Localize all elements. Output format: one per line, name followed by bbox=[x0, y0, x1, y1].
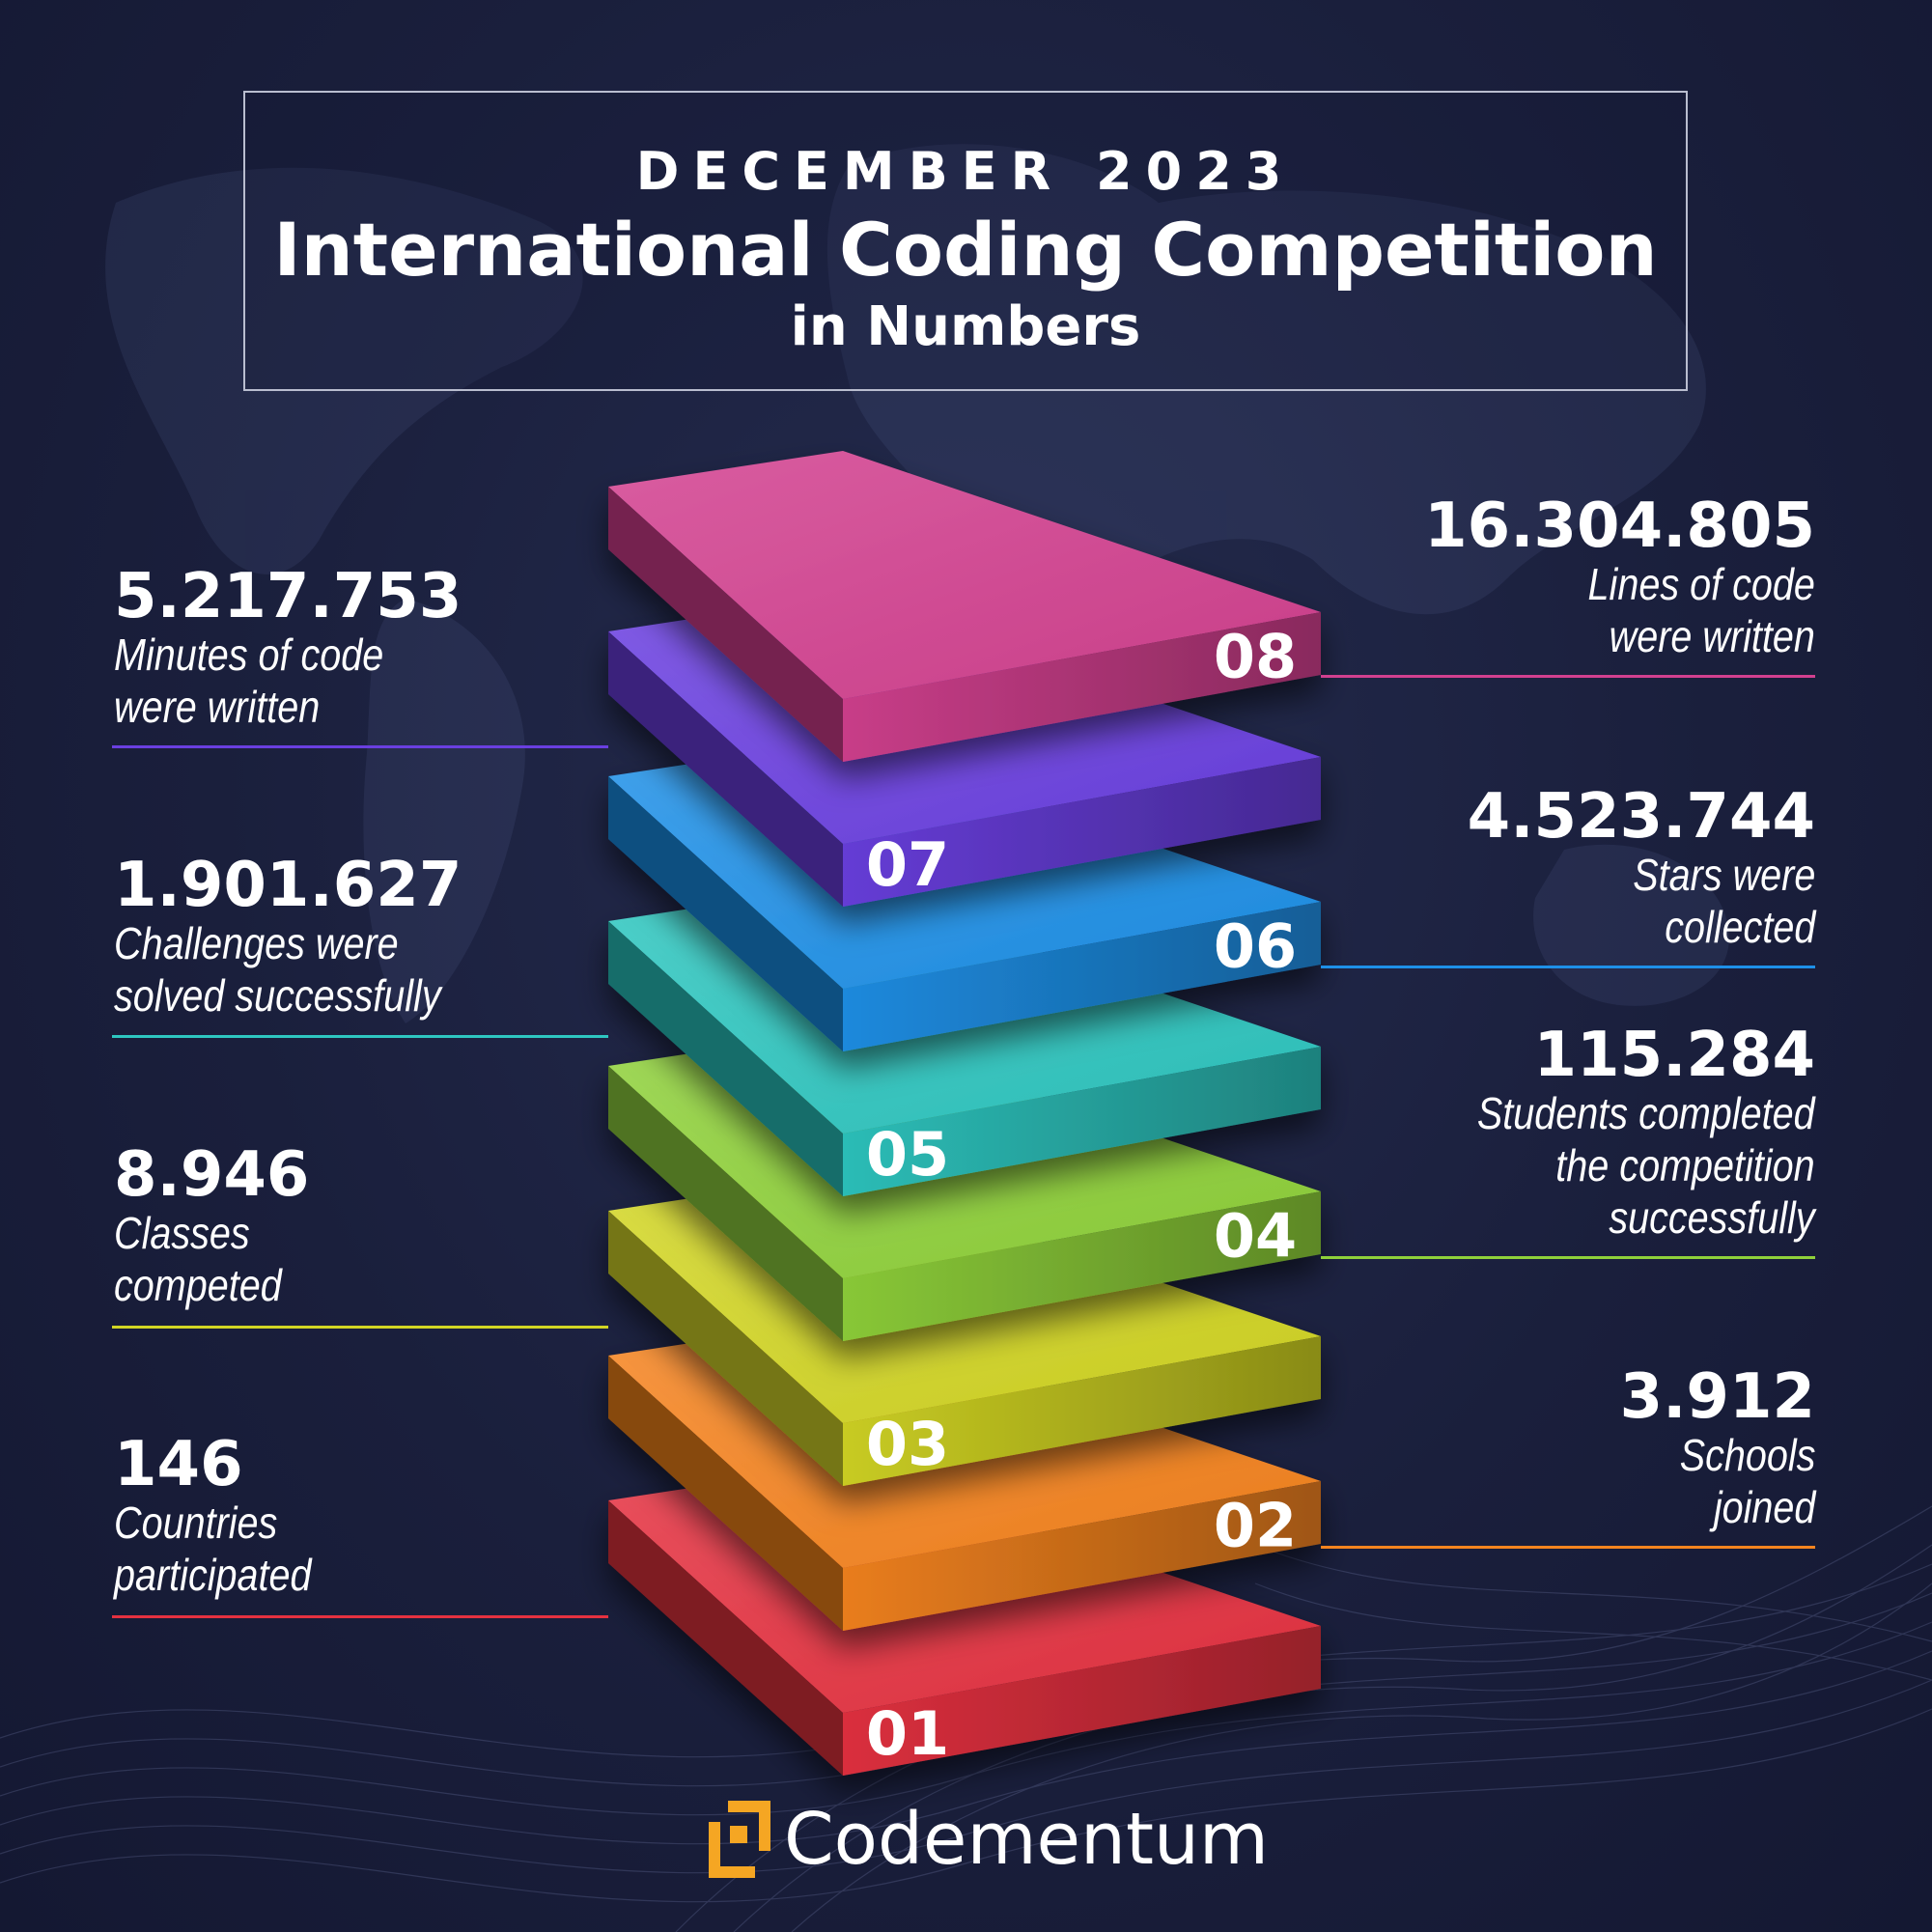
stat-label-line2: collected bbox=[1664, 902, 1815, 952]
layer-left-face bbox=[608, 631, 843, 907]
leader-line-01 bbox=[112, 1615, 608, 1618]
stat-01: 146 Countries participated bbox=[114, 1433, 344, 1601]
stat-label-line3: successfully bbox=[1609, 1192, 1815, 1243]
layer-number-05: 05 bbox=[866, 1119, 949, 1190]
leader-line-03 bbox=[112, 1326, 608, 1329]
layer-number-04: 04 bbox=[1214, 1200, 1297, 1271]
layer-left-face bbox=[608, 1211, 843, 1486]
stat-label-line1: Stars were bbox=[1632, 850, 1815, 900]
stat-value: 115.284 bbox=[1533, 1020, 1816, 1091]
layer-front-face bbox=[843, 1047, 1321, 1196]
stat-05: 1.901.627 Challenges were solved success… bbox=[114, 854, 494, 1022]
leader-line-02 bbox=[1321, 1546, 1815, 1549]
stat-label-line1: Countries bbox=[114, 1498, 278, 1548]
title-box: DECEMBER 2023 International Coding Compe… bbox=[243, 91, 1688, 391]
stat-label-line1: Minutes of code bbox=[114, 630, 384, 680]
stat-label-line1: Classes bbox=[114, 1208, 250, 1258]
stat-value: 1.901.627 bbox=[114, 850, 462, 921]
stat-value: 8.946 bbox=[114, 1139, 310, 1211]
layer-left-face bbox=[608, 1356, 843, 1631]
stat-label-line1: Lines of code bbox=[1587, 559, 1815, 609]
stat-label-line1: Schools bbox=[1679, 1430, 1815, 1480]
stat-03: 8.946 Classes competed bbox=[114, 1143, 309, 1311]
stat-label-line2: joined bbox=[1713, 1482, 1815, 1532]
leader-line-06 bbox=[1321, 966, 1815, 968]
layer-left-face bbox=[608, 1500, 843, 1776]
layer-number-08: 08 bbox=[1214, 621, 1297, 691]
stat-label-line2: competed bbox=[114, 1260, 282, 1310]
stat-value: 146 bbox=[114, 1429, 243, 1500]
stat-label-line2: participated bbox=[114, 1550, 312, 1600]
stat-06: 4.523.744 Stars were collected bbox=[1468, 785, 1815, 953]
title-subtitle: in Numbers bbox=[790, 295, 1141, 358]
leader-line-08 bbox=[1321, 675, 1815, 678]
layer-left-face bbox=[608, 921, 843, 1196]
stat-label-line1: Students completed bbox=[1477, 1088, 1815, 1138]
leader-line-04 bbox=[1321, 1256, 1815, 1259]
stat-08: 16.304.805 Lines of code were written bbox=[1424, 494, 1815, 662]
title-month: DECEMBER 2023 bbox=[635, 141, 1296, 202]
layer-top-face bbox=[608, 451, 1321, 699]
layer-front-face bbox=[843, 612, 1321, 762]
layer-left-face bbox=[608, 1066, 843, 1341]
leader-line-05 bbox=[112, 1035, 608, 1038]
stat-label-line1: Challenges were bbox=[114, 918, 399, 968]
layer-front-face bbox=[843, 1626, 1321, 1776]
layer-front-face bbox=[843, 1336, 1321, 1486]
layer-front-face bbox=[843, 1191, 1321, 1341]
stat-value: 16.304.805 bbox=[1424, 490, 1815, 562]
stat-02: 3.912 Schools joined bbox=[1620, 1365, 1815, 1533]
stat-label-line2: were written bbox=[114, 682, 321, 732]
layer-08: 08 bbox=[608, 451, 1321, 762]
stat-label-line2: solved successfully bbox=[114, 970, 441, 1021]
layer-front-face bbox=[843, 902, 1321, 1051]
brand-name: Codementum bbox=[784, 1798, 1269, 1881]
stat-value: 5.217.753 bbox=[114, 561, 462, 632]
leader-line-07 bbox=[112, 745, 608, 748]
stat-value: 4.523.744 bbox=[1467, 781, 1815, 853]
layer-number-03: 03 bbox=[866, 1409, 949, 1479]
stat-07: 5.217.753 Minutes of code were written bbox=[114, 565, 462, 733]
stat-04: 115.284 Students completed the competiti… bbox=[1422, 1023, 1815, 1244]
layer-front-face bbox=[843, 757, 1321, 907]
stat-label-line2: the competition bbox=[1555, 1140, 1815, 1190]
layer-left-face bbox=[608, 776, 843, 1051]
layer-number-01: 01 bbox=[866, 1698, 949, 1769]
layer-number-06: 06 bbox=[1214, 910, 1297, 981]
wave-mesh bbox=[0, 1505, 1932, 1932]
stat-value: 3.912 bbox=[1619, 1361, 1815, 1433]
codementum-logo-icon bbox=[709, 1801, 770, 1878]
stat-label-line2: were written bbox=[1609, 611, 1815, 661]
layer-left-face bbox=[608, 487, 843, 762]
layer-number-02: 02 bbox=[1214, 1490, 1297, 1560]
layer-number-07: 07 bbox=[866, 829, 949, 900]
layer-front-face bbox=[843, 1481, 1321, 1631]
page-title: International Coding Competition bbox=[273, 207, 1658, 293]
